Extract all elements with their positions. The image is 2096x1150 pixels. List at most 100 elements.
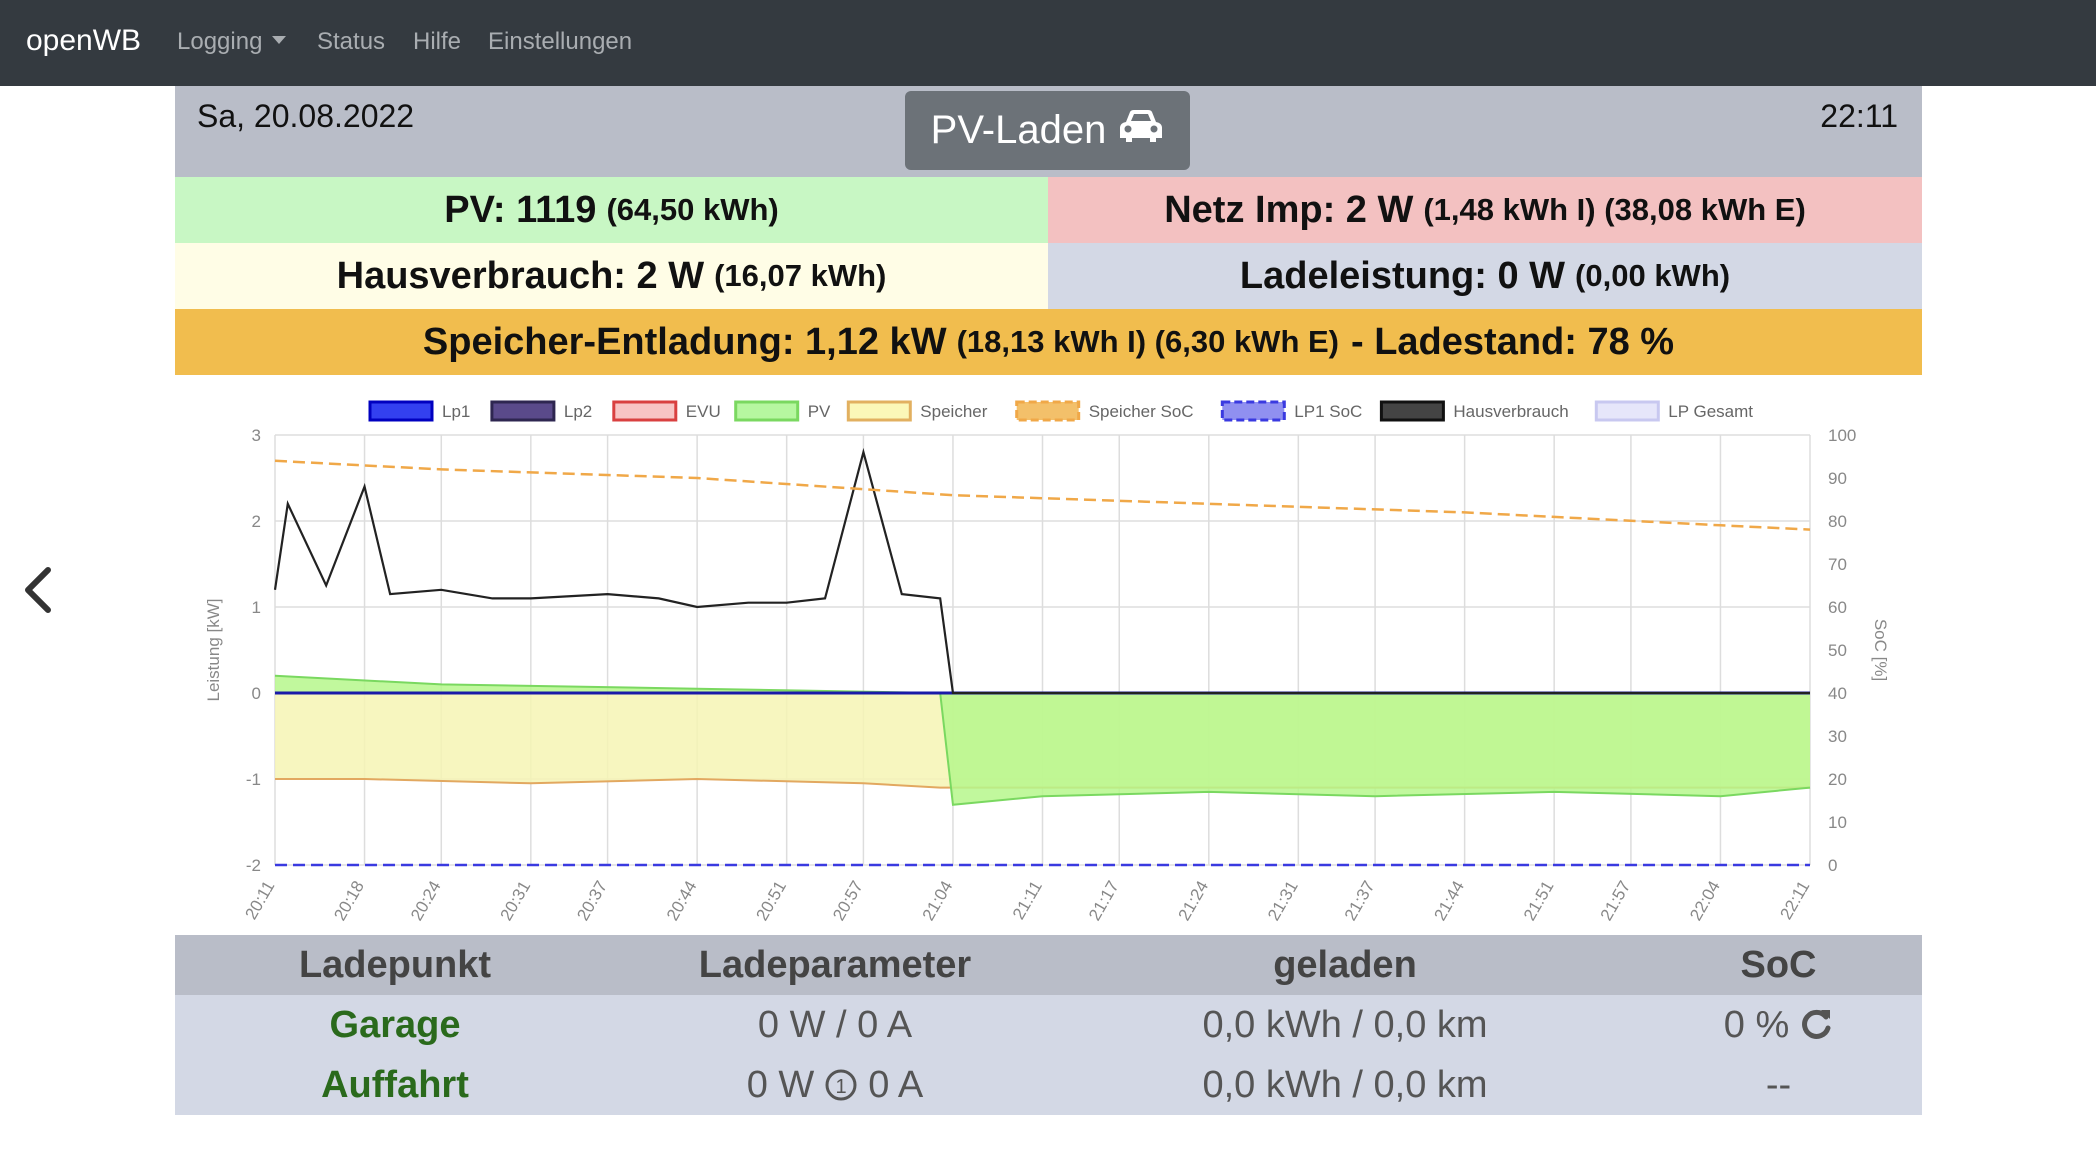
legend-swatch-lp1-soc: [1220, 400, 1286, 422]
speicher-energy: (18,13 kWh I) (6,30 kWh E): [956, 324, 1339, 359]
legend-swatch-pv: [734, 400, 800, 422]
hausverbrauch-energy: (16,07 kWh): [714, 258, 887, 293]
x-tick-label: 21:44: [1430, 878, 1468, 924]
time-display: 22:11: [1820, 98, 1898, 134]
svg-text:1: 1: [836, 1076, 847, 1098]
table-header: Ladepunkt Ladeparameter geladen SoC: [175, 935, 1922, 995]
nav-status[interactable]: Status: [317, 28, 386, 55]
y-tick-label: -2: [246, 856, 261, 875]
chargepoint-param-garage: 0 W / 0 A: [757, 1003, 913, 1046]
legend-label-speicher-soc: Speicher SoC: [1089, 402, 1194, 421]
navbar: openWB Logging Status Hilfe Einstellunge…: [0, 0, 2096, 86]
pv-energy: (64,50 kWh): [606, 192, 779, 227]
y-tick-label: 3: [252, 426, 261, 445]
y2-tick-label: 40: [1828, 684, 1847, 703]
hausverbrauch-value: Hausverbrauch: 2 W: [336, 254, 705, 297]
legend-swatch-speicher-soc: [1015, 400, 1081, 422]
chargepoint-table: Ladepunkt Ladeparameter geladen SoC Gara…: [175, 935, 1922, 1115]
x-tick-label: 20:18: [330, 878, 368, 924]
pv-area: [275, 675, 1810, 805]
speicher-soc-line: [274, 459, 1811, 531]
chargepoint-param-auffahrt: 0 W 1 0 A: [615, 1055, 1055, 1115]
x-tick-label: 20:44: [663, 878, 701, 924]
speicher-stat: Speicher-Entladung: 1,12 kW (18,13 kWh I)…: [175, 309, 1922, 375]
charge-mode-label: PV-Laden: [930, 108, 1107, 152]
x-tick-label: 20:11: [241, 878, 278, 923]
y2-tick-label: 0: [1828, 856, 1837, 875]
x-tick-label: 21:17: [1085, 878, 1123, 924]
ladeleistung-value: Ladeleistung: 0 W: [1239, 254, 1566, 297]
chevron-down-icon: [272, 35, 287, 44]
column-header-geladen: geladen: [1273, 943, 1417, 986]
nav-hilfe[interactable]: Hilfe: [413, 28, 462, 55]
param-power-auffahrt: 0 W: [746, 1063, 815, 1106]
chargepoint-soc-garage: 0 %: [1635, 995, 1922, 1055]
legend-swatch-lp-gesamt: [1594, 400, 1660, 422]
legend-swatch-lp2: [490, 400, 556, 422]
chevron-left-icon[interactable]: [18, 560, 58, 620]
chargepoint-name-auffahrt[interactable]: Auffahrt: [321, 1063, 469, 1106]
stats-row-3: Speicher-Entladung: 1,12 kW (18,13 kWh I)…: [175, 309, 1922, 375]
x-tick-label: 20:37: [573, 878, 611, 924]
table-body: Garage 0 W / 0 A 0,0 kWh / 0,0 km 0 % Au…: [175, 995, 1922, 1115]
refresh-icon[interactable]: [1799, 1008, 1833, 1042]
ladeleistung-stat: Ladeleistung: 0 W (0,00 kWh): [1048, 243, 1922, 309]
legend-swatch-hausverbrauch: [1379, 400, 1445, 422]
column-header-ladeparameter: Ladeparameter: [698, 943, 972, 986]
y-tick-label: 1: [252, 598, 261, 617]
nav-einstellungen[interactable]: Einstellungen: [488, 28, 633, 55]
x-tick-label: 20:24: [407, 878, 445, 924]
hausverbrauch-stat: Hausverbrauch: 2 W (16,07 kWh): [175, 243, 1048, 309]
y2-tick-label: 80: [1828, 512, 1847, 531]
legend-label-speicher: Speicher: [920, 402, 987, 421]
x-tick-label: 21:37: [1341, 878, 1379, 924]
x-tick-label: 21:31: [1264, 878, 1302, 924]
y-tick-label: 2: [252, 512, 261, 531]
nav-logging-dropdown[interactable]: Logging: [177, 28, 287, 56]
x-tick-label: 20:31: [497, 878, 535, 924]
soc-value-garage: 0 %: [1723, 1003, 1790, 1046]
y2-tick-label: 70: [1828, 555, 1847, 574]
legend-label-hausverbrauch: Hausverbrauch: [1453, 402, 1568, 421]
info-circle-icon[interactable]: 1: [824, 1068, 858, 1102]
column-header-soc: SoC: [1740, 943, 1817, 986]
power-chart[interactable]: Lp1 Lp2 EVU PV Speicher Speicher SoC LP1 SoC Ha…: [175, 390, 1922, 930]
hausverbrauch-line: [273, 447, 1810, 695]
speicher-value: Speicher-Entladung: 1,12 kW: [422, 320, 947, 363]
y-axis-title: Leistung [kW]: [204, 599, 223, 702]
speicher-ladestand: - Ladestand: 78 %: [1351, 320, 1675, 363]
y-tick-label: 0: [252, 684, 261, 703]
legend-label-lp2: Lp2: [564, 402, 592, 421]
charge-mode-button[interactable]: PV-Laden: [905, 91, 1190, 170]
x-tick-label: 21:57: [1597, 878, 1635, 924]
chargepoint-name-garage[interactable]: Garage: [329, 1003, 461, 1046]
y2-tick-label: 90: [1828, 469, 1847, 488]
y2-tick-label: 20: [1828, 770, 1847, 789]
brand-link[interactable]: openWB: [26, 24, 142, 57]
legend-label-lp1: Lp1: [442, 402, 470, 421]
x-tick-label: 22:04: [1686, 878, 1724, 924]
chart-svg: Lp1 Lp2 EVU PV Speicher Speicher SoC LP1 SoC Ha…: [204, 400, 1890, 924]
legend-swatch-lp1: [368, 400, 434, 422]
ladeleistung-energy: (0,00 kWh): [1575, 258, 1731, 293]
param-current-auffahrt: 0 A: [868, 1063, 924, 1106]
legend-label-lp1-soc: LP1 SoC: [1294, 402, 1362, 421]
status-header: Sa, 20.08.2022 PV-Laden 22:11: [175, 86, 1922, 177]
legend-label-lp-gesamt: LP Gesamt: [1668, 402, 1753, 421]
pv-stat: PV: 1119 (64,50 kWh): [175, 177, 1048, 243]
y2-tick-label: 10: [1828, 813, 1847, 832]
car-icon: [1118, 108, 1164, 154]
pv-value: PV: 1119: [444, 188, 597, 231]
chargepoint-geladen-auffahrt: 0,0 kWh / 0,0 km: [1202, 1063, 1488, 1106]
legend-label-pv: PV: [808, 402, 831, 421]
x-tick-label: 21:04: [919, 878, 957, 924]
legend-label-evu: EVU: [686, 402, 721, 421]
pv-line: [274, 674, 1811, 806]
netz-value: Netz Imp: 2 W: [1164, 188, 1414, 231]
x-tick-label: 20:57: [829, 878, 867, 924]
y2-tick-label: 50: [1828, 641, 1847, 660]
x-tick-label: 22:11: [1776, 878, 1813, 923]
y2-tick-label: 100: [1828, 426, 1856, 445]
y2-axis-title: SoC [%]: [1871, 619, 1890, 681]
nav-logging-label: Logging: [177, 28, 263, 55]
